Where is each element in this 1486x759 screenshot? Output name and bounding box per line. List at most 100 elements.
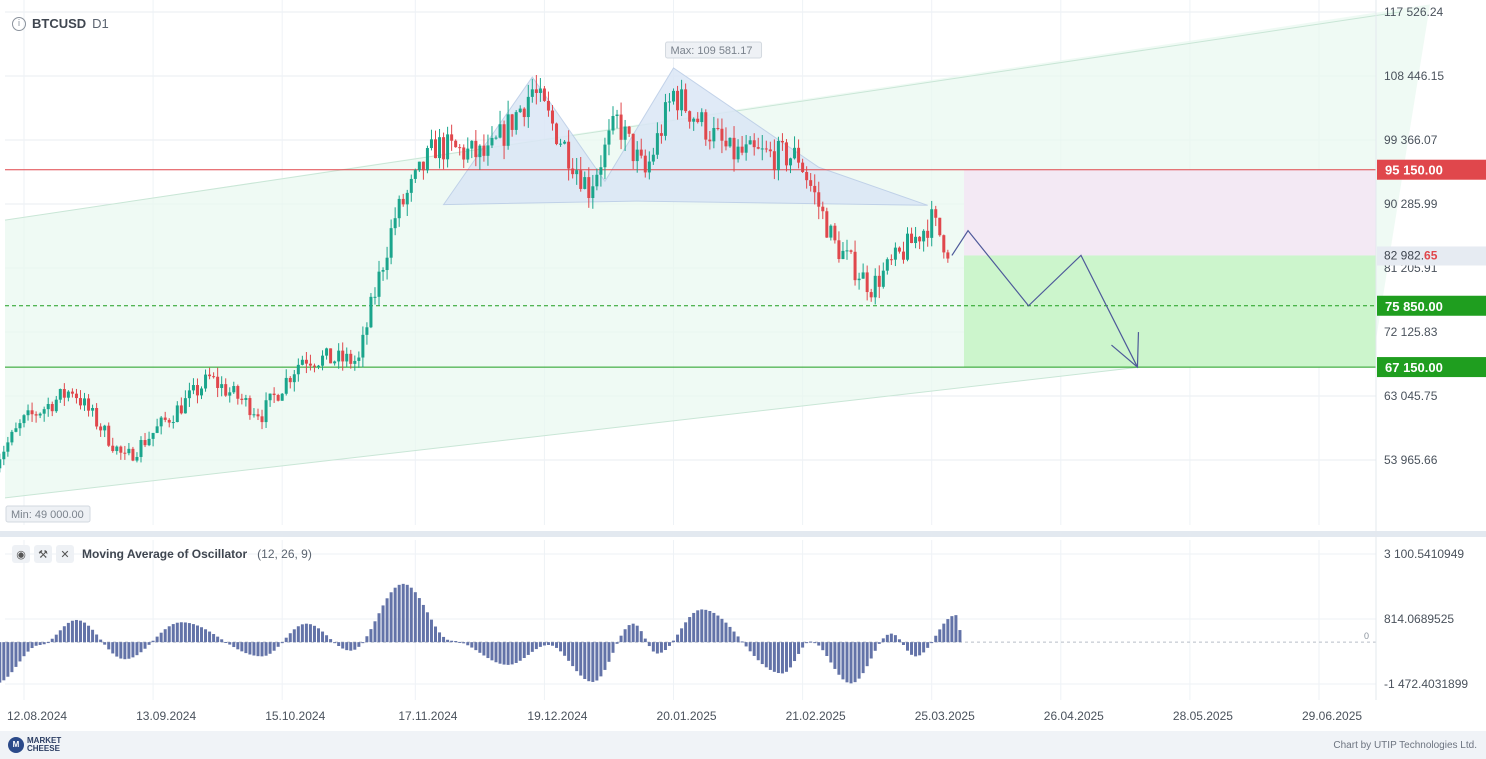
price-tick-label: 108 446.15 xyxy=(1384,69,1444,83)
chart-canvas[interactable]: Max: 109 581.17 Min: 49 000.00 117 526.24 1… xyxy=(0,0,1486,731)
histogram-bar xyxy=(881,638,885,643)
candle-body xyxy=(115,446,119,452)
histogram-bar xyxy=(333,642,337,644)
candle-body xyxy=(744,144,748,153)
candle xyxy=(708,131,712,150)
candle-body xyxy=(284,377,288,394)
candle-body xyxy=(740,146,744,153)
marketcheese-logo[interactable]: M MARKET CHEESE xyxy=(8,737,61,753)
histogram-bar xyxy=(357,642,361,647)
info-icon[interactable]: i xyxy=(12,16,26,31)
histogram-bar xyxy=(256,642,260,657)
candle xyxy=(740,135,744,156)
candle xyxy=(942,234,946,259)
candle xyxy=(260,409,264,430)
date-tick-label: 28.05.2025 xyxy=(1173,709,1233,723)
date-tick-label: 15.10.2024 xyxy=(265,709,325,723)
oscillator-toolbar: ◉ ⚒ ✕ Moving Average of Oscillator (12, … xyxy=(12,545,312,563)
eye-icon[interactable]: ◉ xyxy=(12,545,30,563)
candle-body xyxy=(494,137,498,139)
candle-body xyxy=(736,146,740,160)
histogram-bar xyxy=(530,642,534,652)
histogram-bar xyxy=(740,641,744,643)
histogram-bar xyxy=(510,642,514,665)
histogram-bar xyxy=(865,642,869,667)
candle xyxy=(922,229,926,252)
histogram-bar xyxy=(155,636,159,643)
candle-body xyxy=(829,225,833,238)
candle-body xyxy=(655,133,659,155)
histogram-bar xyxy=(906,642,910,651)
candle xyxy=(401,193,405,207)
candle xyxy=(232,381,236,394)
candle-body xyxy=(563,141,567,144)
histogram-bar xyxy=(643,638,647,643)
candle-body xyxy=(538,88,542,93)
histogram-bar xyxy=(647,642,651,647)
candle xyxy=(95,403,99,430)
candle xyxy=(296,358,300,382)
histogram-bar xyxy=(70,620,74,643)
candle-body xyxy=(446,134,450,160)
candle xyxy=(244,394,248,407)
histogram-bar xyxy=(700,609,704,643)
histogram-bar xyxy=(433,626,437,643)
oscillator-title: Moving Average of Oscillator xyxy=(82,547,248,561)
wrench-icon[interactable]: ⚒ xyxy=(34,545,52,563)
stop-zone xyxy=(963,169,1376,256)
histogram-bar xyxy=(784,642,788,672)
histogram-bar xyxy=(2,642,6,681)
candle xyxy=(171,415,175,429)
candle xyxy=(99,423,103,437)
histogram-bar xyxy=(345,642,349,651)
histogram-bar xyxy=(615,642,619,644)
histogram-bar xyxy=(712,612,716,643)
candle xyxy=(78,390,82,410)
candle xyxy=(546,91,550,117)
target-zone xyxy=(963,255,1376,368)
candle-body xyxy=(647,161,651,173)
candle-body xyxy=(801,162,805,173)
histogram-bar xyxy=(248,642,252,655)
candle-body xyxy=(627,126,631,134)
candle-body xyxy=(179,405,183,414)
candle xyxy=(38,412,42,419)
candle xyxy=(591,174,595,209)
histogram-bar xyxy=(123,642,127,660)
candle-body xyxy=(542,88,546,101)
candle-body xyxy=(728,137,732,147)
candle xyxy=(583,171,587,190)
candle xyxy=(744,134,748,161)
candle-body xyxy=(821,206,825,212)
histogram-bar xyxy=(292,629,296,643)
candle xyxy=(450,124,454,151)
candle-body xyxy=(353,360,357,364)
candle xyxy=(494,135,498,140)
candle-body xyxy=(559,143,563,145)
candle xyxy=(611,106,615,135)
candle-body xyxy=(304,359,308,364)
candle xyxy=(397,195,401,227)
candle xyxy=(885,257,889,275)
histogram-bar xyxy=(934,635,938,643)
close-icon[interactable]: ✕ xyxy=(56,545,74,563)
histogram-bar xyxy=(260,642,264,657)
candle-body xyxy=(103,425,107,431)
candle xyxy=(599,155,603,187)
candle xyxy=(518,105,522,113)
candle-body xyxy=(530,89,534,97)
candle-body xyxy=(10,431,14,443)
histogram-bar xyxy=(131,642,135,658)
candle-body xyxy=(506,114,510,146)
candle xyxy=(918,236,922,250)
histogram-bar xyxy=(99,639,103,643)
candle-body xyxy=(498,124,502,138)
candle-body xyxy=(466,148,470,160)
chart-credit: Chart by UTIP Technologies Ltd. xyxy=(1333,740,1477,751)
candle-body xyxy=(220,384,224,388)
candle xyxy=(54,395,58,413)
candle xyxy=(42,406,46,422)
histogram-bar xyxy=(901,642,905,645)
candle-body xyxy=(163,417,167,420)
histogram-bar xyxy=(518,642,522,661)
